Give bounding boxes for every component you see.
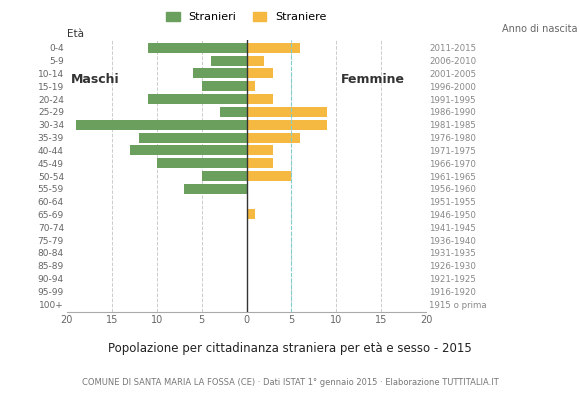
Bar [246, 68, 274, 78]
Bar [246, 107, 327, 117]
Bar [246, 56, 264, 66]
Bar [202, 171, 246, 181]
Bar [246, 210, 255, 220]
Bar [211, 56, 246, 66]
Bar [147, 94, 246, 104]
Bar [246, 145, 274, 155]
Legend: Stranieri, Straniere: Stranieri, Straniere [162, 8, 331, 27]
Bar [219, 107, 246, 117]
Bar [139, 132, 246, 142]
Bar [129, 145, 246, 155]
Text: Età: Età [67, 29, 84, 39]
Bar [246, 120, 327, 130]
Bar [202, 81, 246, 91]
Text: COMUNE DI SANTA MARIA LA FOSSA (CE) · Dati ISTAT 1° gennaio 2015 · Elaborazione : COMUNE DI SANTA MARIA LA FOSSA (CE) · Da… [82, 378, 498, 387]
Bar [246, 43, 300, 53]
Bar [246, 158, 274, 168]
Text: Femmine: Femmine [341, 73, 405, 86]
Bar [246, 94, 274, 104]
Bar [147, 43, 246, 53]
Bar [157, 158, 246, 168]
Bar [183, 184, 246, 194]
Bar [193, 68, 246, 78]
Text: Maschi: Maschi [71, 73, 120, 86]
Text: Popolazione per cittadinanza straniera per età e sesso - 2015: Popolazione per cittadinanza straniera p… [108, 342, 472, 355]
Bar [246, 81, 255, 91]
Bar [246, 132, 300, 142]
Bar [75, 120, 246, 130]
Bar [246, 171, 291, 181]
Text: Anno di nascita: Anno di nascita [502, 24, 577, 34]
